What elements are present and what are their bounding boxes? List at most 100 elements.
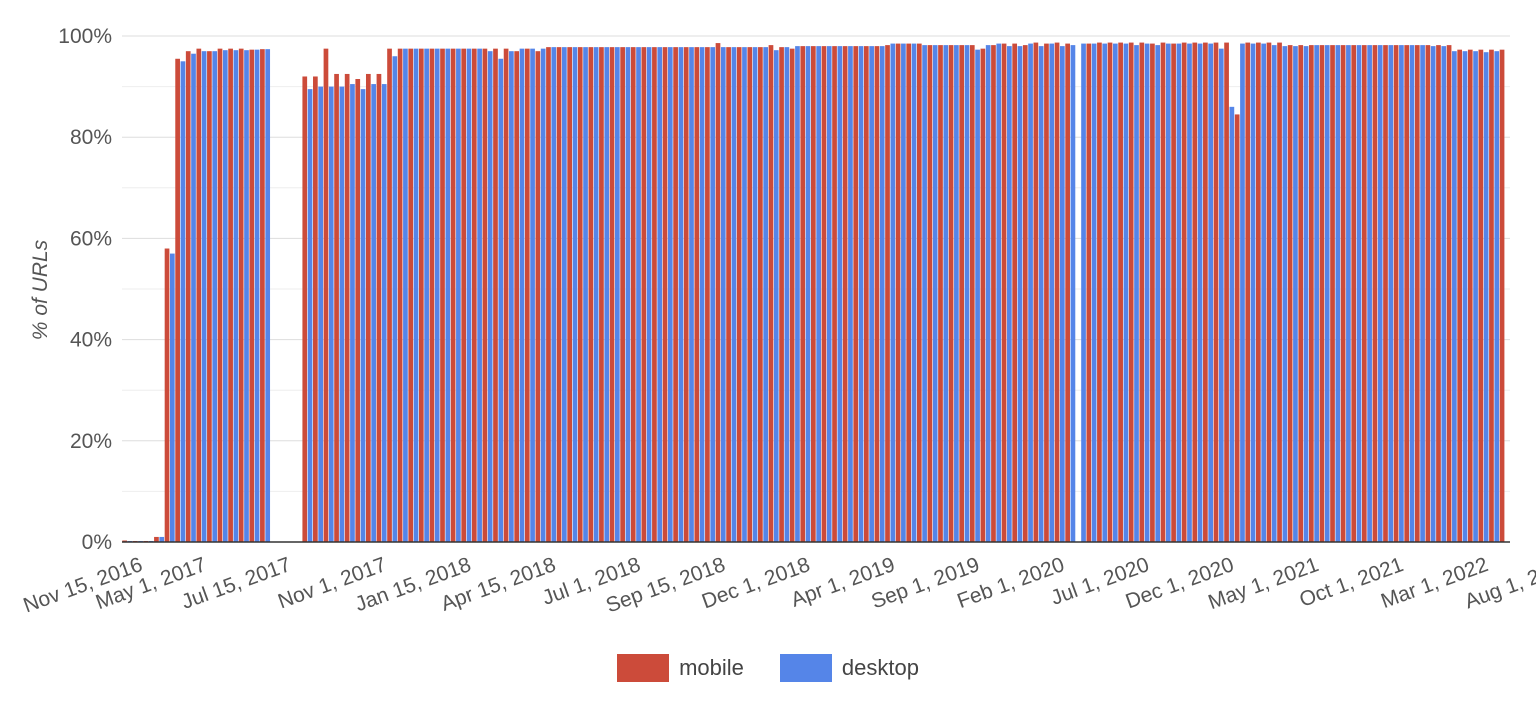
bar-desktop[interactable]	[1377, 45, 1383, 543]
bar-mobile[interactable]	[599, 47, 604, 542]
bar-desktop[interactable]	[720, 47, 726, 542]
bar-desktop[interactable]	[456, 48, 461, 543]
bar-desktop[interactable]	[593, 47, 599, 542]
bar-mobile[interactable]	[217, 48, 223, 543]
bar-desktop[interactable]	[784, 47, 790, 542]
bar-mobile[interactable]	[556, 47, 562, 542]
bar-desktop[interactable]	[689, 47, 694, 542]
bar-mobile[interactable]	[1404, 45, 1410, 543]
bar-mobile[interactable]	[916, 43, 922, 543]
bar-mobile[interactable]	[1044, 43, 1049, 543]
bar-desktop[interactable]	[169, 253, 175, 542]
bar-desktop[interactable]	[1399, 45, 1404, 543]
bar-desktop[interactable]	[1049, 43, 1055, 543]
bar-desktop[interactable]	[424, 48, 429, 543]
bar-mobile[interactable]	[1086, 43, 1092, 543]
bar-desktop[interactable]	[604, 47, 610, 542]
bar-desktop[interactable]	[954, 45, 959, 543]
bar-mobile[interactable]	[344, 73, 350, 542]
bar-mobile[interactable]	[461, 48, 467, 543]
bar-desktop[interactable]	[434, 48, 440, 543]
bar-desktop[interactable]	[911, 43, 917, 543]
bar-desktop[interactable]	[413, 48, 419, 543]
bar-desktop[interactable]	[540, 48, 546, 543]
bar-desktop[interactable]	[1271, 45, 1277, 543]
bar-mobile[interactable]	[524, 48, 530, 543]
bar-mobile[interactable]	[1478, 49, 1484, 542]
bar-mobile[interactable]	[164, 248, 170, 542]
bar-desktop[interactable]	[1367, 45, 1372, 543]
bar-mobile[interactable]	[895, 43, 901, 543]
bar-mobile[interactable]	[1319, 45, 1325, 543]
bar-desktop[interactable]	[509, 51, 514, 543]
bar-mobile[interactable]	[302, 76, 308, 542]
bar-mobile[interactable]	[1245, 42, 1251, 542]
bar-mobile[interactable]	[1256, 42, 1261, 542]
bar-desktop[interactable]	[487, 51, 493, 543]
bar-mobile[interactable]	[821, 46, 827, 543]
bar-desktop[interactable]	[1314, 45, 1319, 543]
bar-desktop[interactable]	[1155, 45, 1161, 543]
bar-mobile[interactable]	[1277, 42, 1282, 542]
bar-desktop[interactable]	[1197, 43, 1203, 543]
bar-mobile[interactable]	[1308, 45, 1314, 543]
bar-mobile[interactable]	[1361, 45, 1367, 543]
bar-mobile[interactable]	[1001, 43, 1007, 543]
bar-desktop[interactable]	[318, 86, 324, 542]
bar-desktop[interactable]	[244, 50, 249, 543]
bar-desktop[interactable]	[795, 46, 800, 543]
bar-desktop[interactable]	[360, 89, 366, 542]
bar-desktop[interactable]	[1462, 51, 1468, 543]
bar-mobile[interactable]	[789, 48, 795, 543]
bar-mobile[interactable]	[736, 47, 742, 542]
bar-mobile[interactable]	[1489, 49, 1494, 542]
bar-mobile[interactable]	[768, 45, 774, 543]
bar-desktop[interactable]	[1430, 46, 1436, 543]
bar-desktop[interactable]	[625, 47, 631, 542]
bar-mobile[interactable]	[1467, 49, 1473, 542]
bar-desktop[interactable]	[1187, 43, 1192, 543]
bar-mobile[interactable]	[503, 48, 509, 543]
bar-mobile[interactable]	[906, 43, 912, 543]
bar-mobile[interactable]	[546, 47, 551, 542]
bar-mobile[interactable]	[1499, 49, 1505, 542]
bar-desktop[interactable]	[699, 47, 705, 542]
bar-mobile[interactable]	[1139, 42, 1145, 542]
bar-desktop[interactable]	[222, 50, 228, 543]
bar-mobile[interactable]	[1340, 45, 1346, 543]
bar-mobile[interactable]	[482, 48, 488, 543]
bar-desktop[interactable]	[466, 48, 472, 543]
bar-desktop[interactable]	[551, 47, 557, 542]
bar-desktop[interactable]	[265, 49, 271, 542]
bar-mobile[interactable]	[1298, 45, 1304, 543]
bar-desktop[interactable]	[1059, 46, 1065, 543]
bar-mobile[interactable]	[874, 46, 880, 543]
bar-desktop[interactable]	[159, 536, 165, 542]
bar-desktop[interactable]	[1483, 52, 1489, 542]
bar-desktop[interactable]	[445, 48, 451, 543]
bar-desktop[interactable]	[773, 50, 779, 543]
bar-desktop[interactable]	[381, 84, 387, 542]
bar-mobile[interactable]	[1171, 43, 1176, 543]
bar-desktop[interactable]	[1409, 45, 1415, 543]
bar-desktop[interactable]	[816, 46, 821, 543]
bar-mobile[interactable]	[228, 48, 233, 543]
bar-mobile[interactable]	[641, 47, 647, 542]
bar-mobile[interactable]	[832, 46, 837, 543]
bar-mobile[interactable]	[673, 47, 678, 542]
bar-mobile[interactable]	[418, 48, 424, 543]
bar-mobile[interactable]	[1287, 45, 1293, 543]
bar-mobile[interactable]	[1436, 45, 1441, 543]
bar-desktop[interactable]	[583, 47, 588, 542]
bar-mobile[interactable]	[1425, 45, 1431, 543]
bar-desktop[interactable]	[943, 45, 949, 543]
bar-desktop[interactable]	[1208, 43, 1214, 543]
bar-desktop[interactable]	[1282, 46, 1288, 543]
bar-mobile[interactable]	[1054, 42, 1060, 542]
bar-mobile[interactable]	[1393, 45, 1399, 543]
bar-desktop[interactable]	[1494, 51, 1500, 543]
bar-mobile[interactable]	[1330, 45, 1335, 543]
bar-mobile[interactable]	[440, 48, 445, 543]
legend-item-mobile[interactable]: mobile	[617, 654, 744, 682]
bar-mobile[interactable]	[122, 540, 127, 542]
